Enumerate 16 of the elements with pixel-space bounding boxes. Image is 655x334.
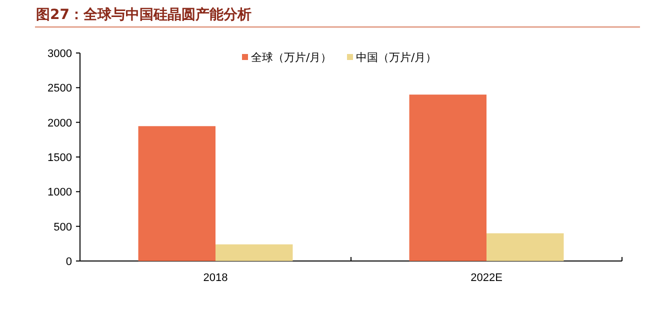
x-tick-label: 2018 <box>203 272 228 284</box>
y-tick-label: 1500 <box>48 152 72 164</box>
y-tick-label: 3000 <box>48 48 72 60</box>
bar <box>216 244 293 261</box>
x-tick-label: 2022E <box>470 272 502 284</box>
y-tick-label: 500 <box>54 221 72 234</box>
y-tick-label: 2500 <box>48 82 72 95</box>
legend-label: 中国（万片/月） <box>356 51 437 64</box>
bar <box>409 94 486 261</box>
bar <box>486 233 564 261</box>
legend-label: 全球（万片/月） <box>251 51 332 64</box>
y-tick-label: 0 <box>66 256 72 268</box>
y-tick-label: 1000 <box>48 186 72 199</box>
bar <box>138 126 216 261</box>
y-tick-label: 2000 <box>48 117 72 130</box>
chart-title: 图27：全球与中国硅晶圆产能分析 <box>36 6 252 23</box>
